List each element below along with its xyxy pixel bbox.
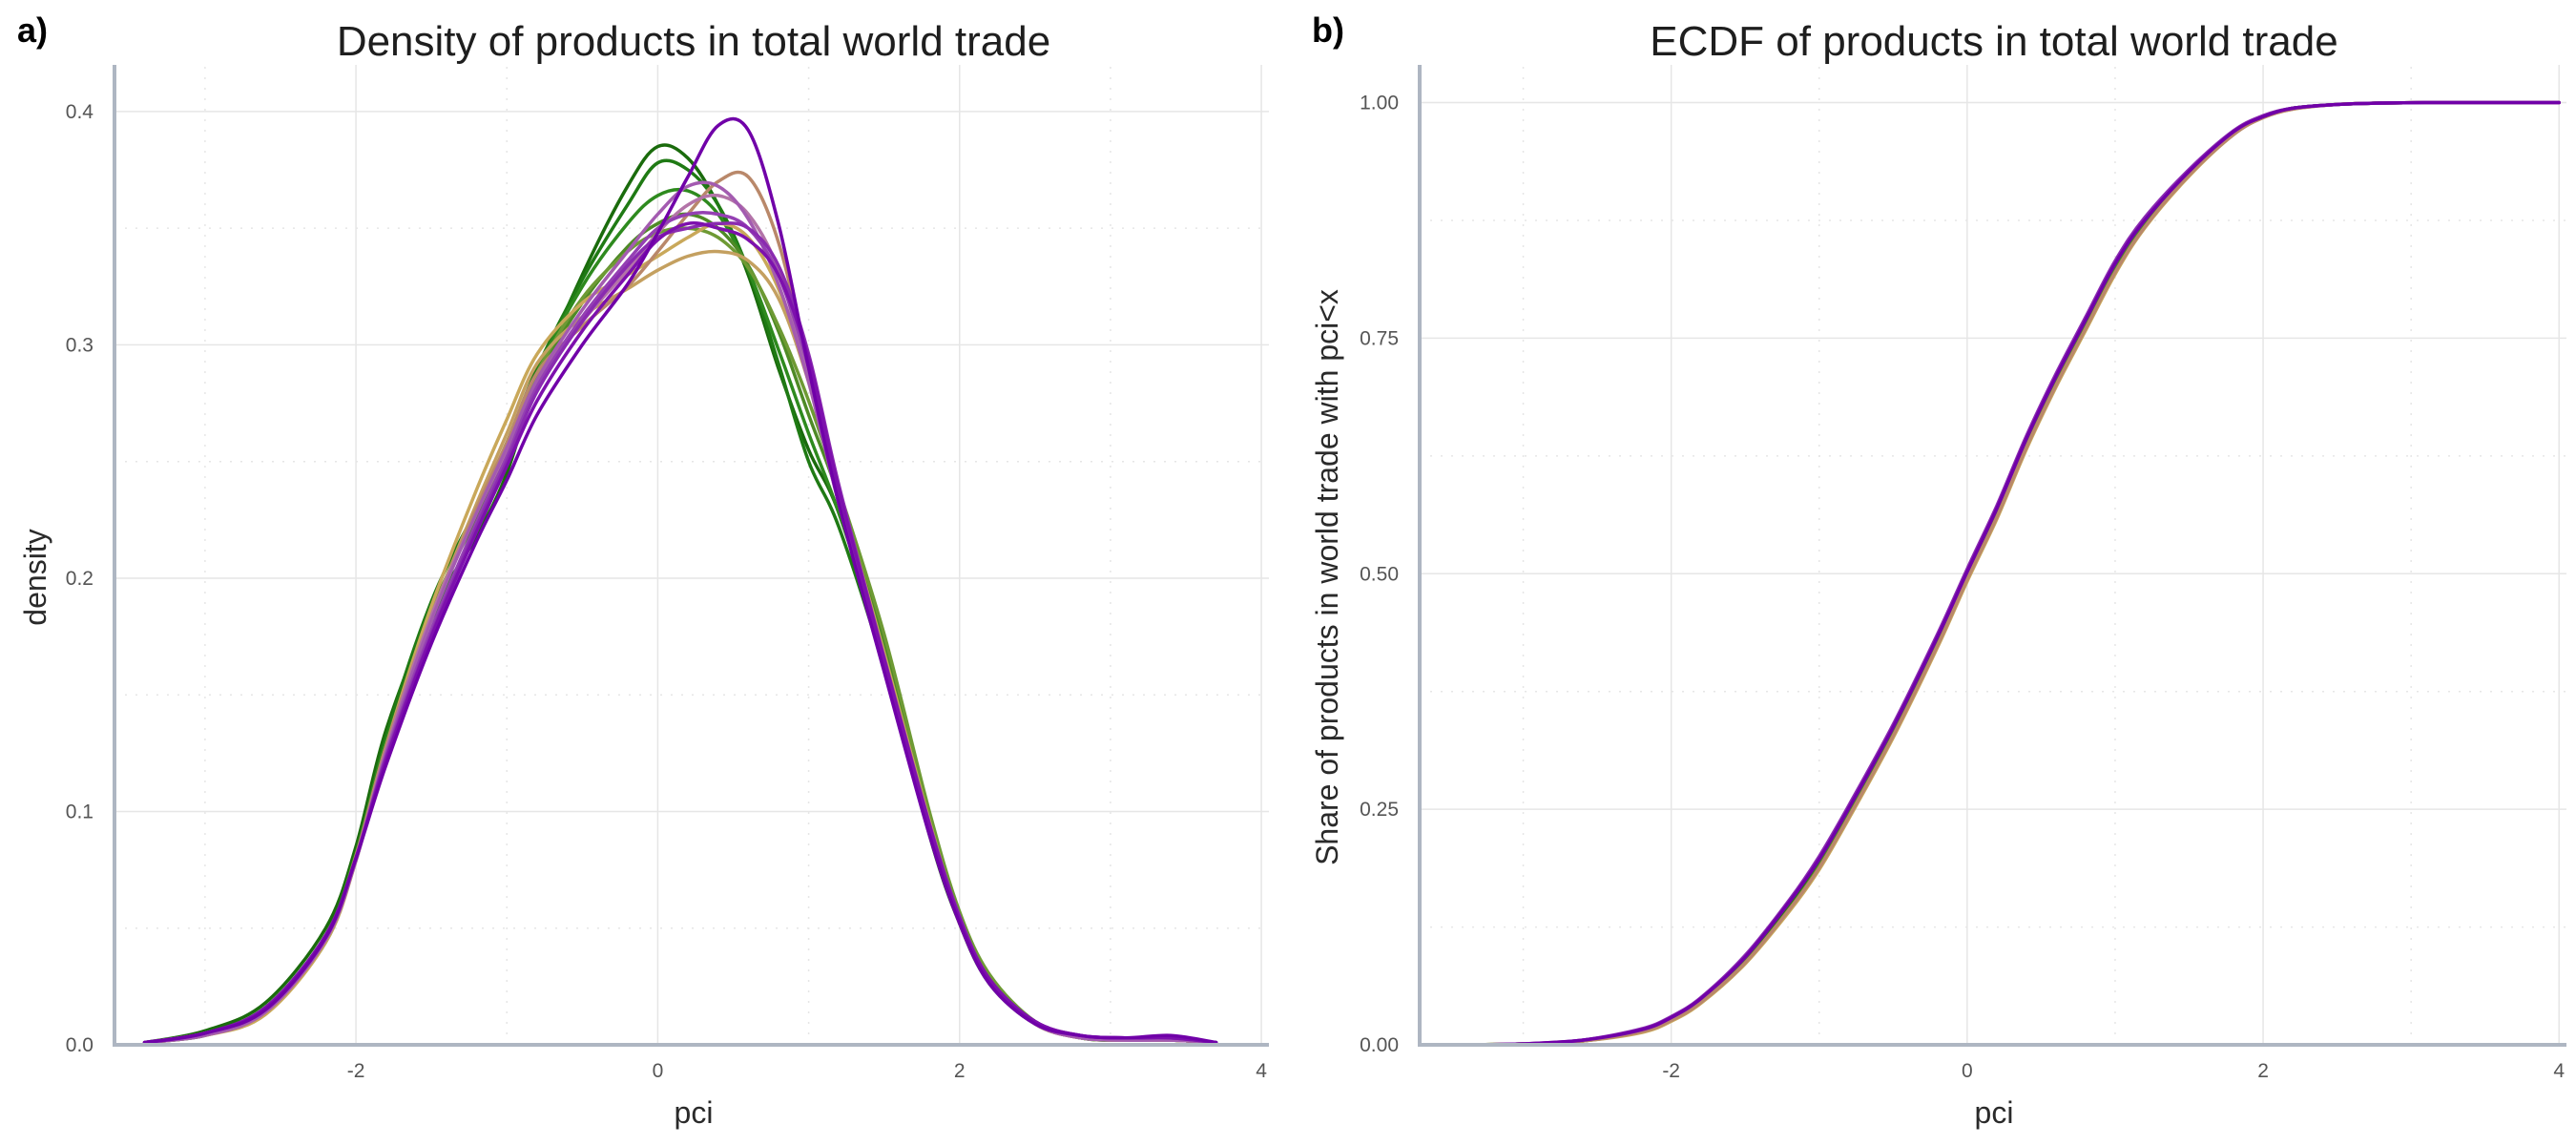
density-series-line-9: [142, 193, 1218, 1045]
ecdf-x-tick-label: 0: [1962, 1060, 1973, 1082]
density-y-tick-label: 0.1: [66, 801, 93, 822]
density-tick-labels: -2 0 2 4 0.0 0.1 0.2 0.3 0.4: [66, 101, 1267, 1082]
density-series-line-4: [142, 212, 1218, 1045]
density-y-tick-label: 0.3: [66, 334, 93, 356]
ecdf-x-tick-label: 2: [2257, 1060, 2269, 1082]
density-chart-title: Density of products in total world trade: [337, 18, 1050, 65]
ecdf-y-axis-label: Share of products in world trade with pc…: [1310, 289, 1344, 865]
density-curves: [142, 116, 1218, 1045]
density-y-tick-label: 0.2: [66, 568, 93, 590]
ecdf-y-tick-label: 0.50: [1360, 563, 1399, 585]
density-x-tick-label: 0: [653, 1060, 664, 1082]
density-x-tick-label: 4: [1256, 1060, 1267, 1082]
density-x-tick-label: -2: [347, 1060, 365, 1082]
panel-a-tag: a): [17, 10, 48, 50]
density-series-line-11: [142, 210, 1218, 1045]
density-axes: [113, 65, 1269, 1047]
ecdf-y-tick-label: 0.25: [1360, 799, 1399, 821]
ecdf-curves: [1462, 100, 2561, 1047]
density-series-line-7: [142, 249, 1218, 1045]
ecdf-chart-title: ECDF of products in total world trade: [1650, 18, 2337, 65]
ecdf-y-tick-label: 0.75: [1360, 327, 1399, 349]
ecdf-gridlines: [1420, 65, 2566, 1046]
ecdf-x-tick-label: -2: [1662, 1060, 1680, 1082]
density-series-line-5: [142, 226, 1218, 1045]
ecdf-series-line-7: [1462, 100, 2561, 1047]
density-x-axis-label: pci: [675, 1095, 714, 1130]
ecdf-y-tick-label: 0.00: [1360, 1034, 1399, 1056]
ecdf-x-tick-label: 4: [2553, 1060, 2565, 1082]
density-series-line-10: [142, 180, 1218, 1045]
ecdf-y-tick-label: 1.00: [1360, 93, 1399, 114]
density-panel: a) Density of products in total world tr…: [17, 10, 1269, 1130]
density-series-line-12: [142, 221, 1218, 1045]
density-x-tick-label: 2: [954, 1060, 966, 1082]
ecdf-tick-labels: -2 0 2 4 0.00 0.25 0.50 0.75 1.00: [1360, 93, 2565, 1083]
density-y-axis-label: density: [18, 529, 52, 625]
density-series-line-2: [142, 158, 1218, 1045]
panel-b-tag: b): [1312, 10, 1344, 50]
density-series-line-13: [142, 221, 1218, 1045]
density-series-line-6: [142, 221, 1218, 1045]
density-y-tick-label: 0.4: [66, 101, 94, 123]
density-series-line-3: [142, 187, 1218, 1045]
density-series-line-14: [142, 116, 1218, 1045]
ecdf-axes: [1418, 65, 2566, 1047]
ecdf-x-axis-label: pci: [1975, 1095, 2014, 1130]
ecdf-panel: b) ECDF of products in total world trade…: [1310, 10, 2566, 1130]
density-series-line-1: [142, 143, 1218, 1045]
density-series-line-8: [142, 170, 1218, 1045]
density-y-tick-label: 0.0: [66, 1034, 93, 1056]
